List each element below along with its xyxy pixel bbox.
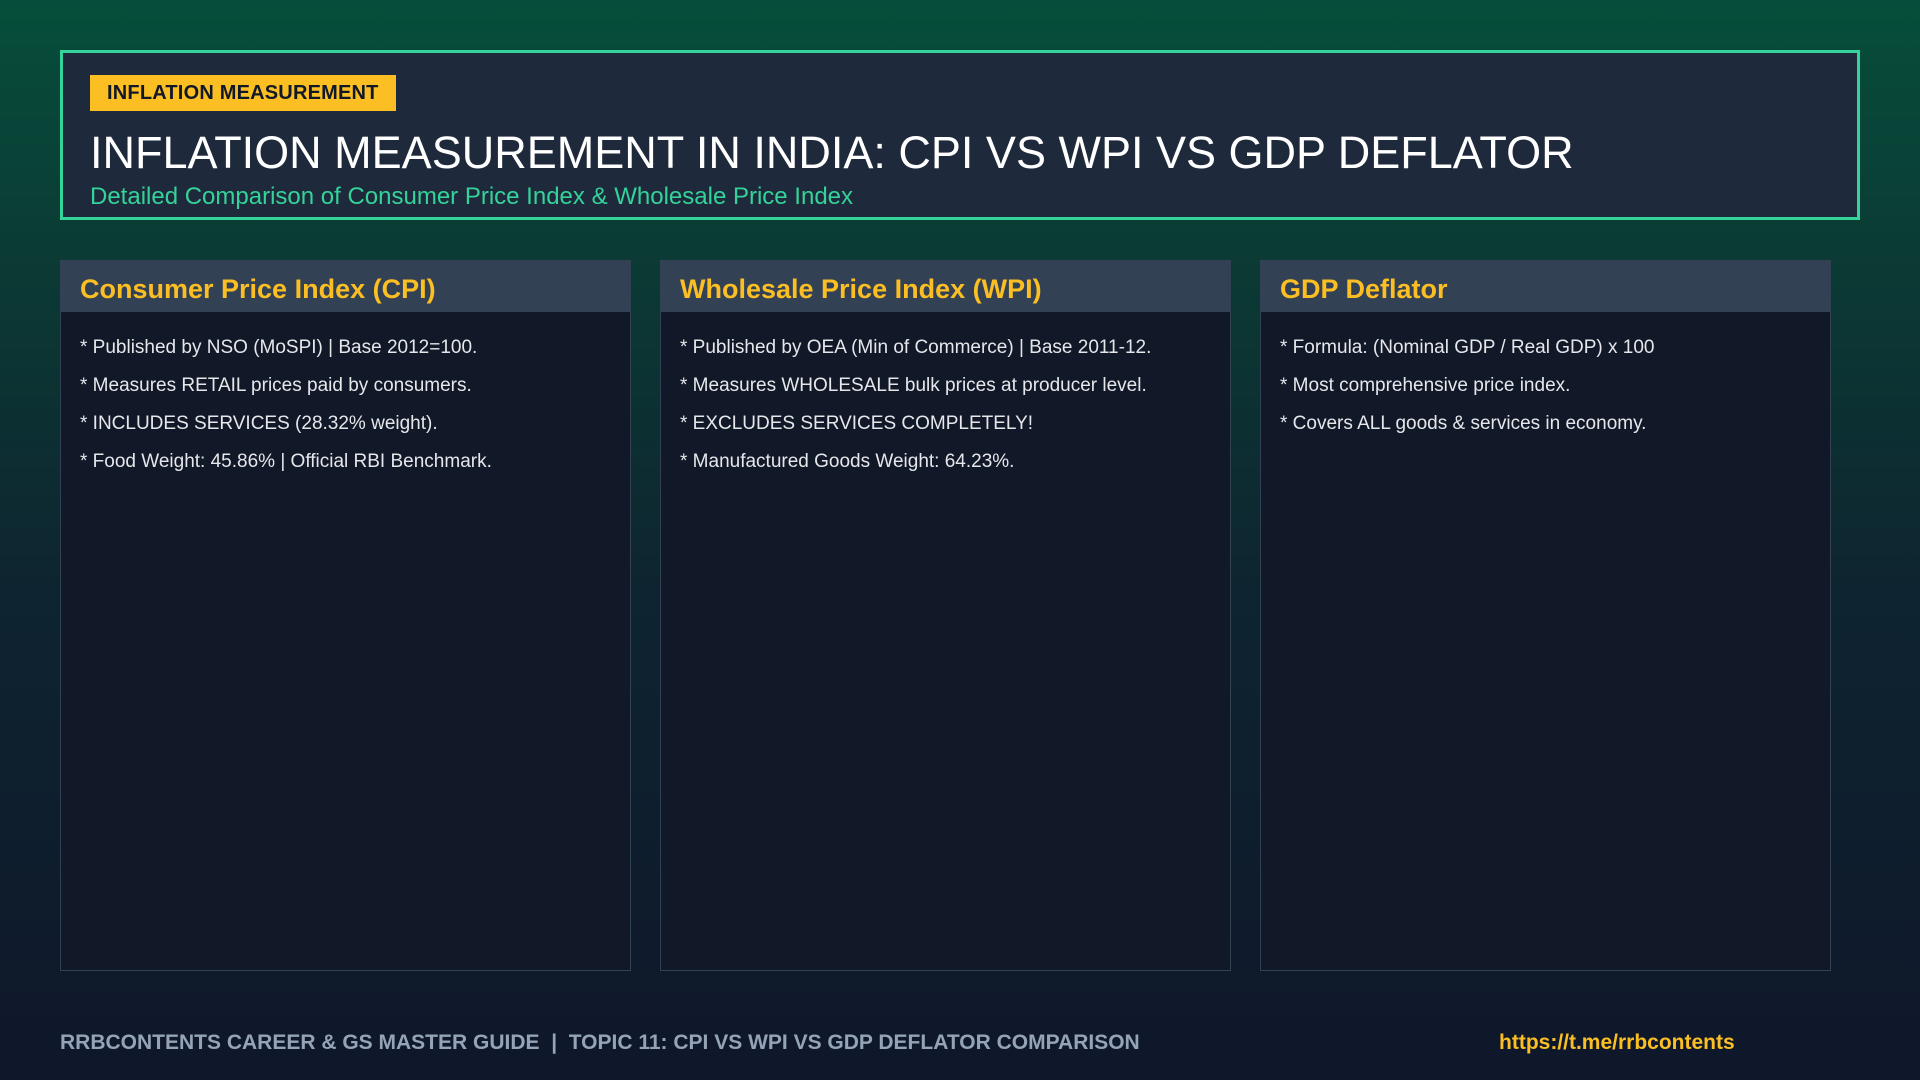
card-points: * Published by NSO (MoSPI) | Base 2012=1… [61,312,630,473]
list-item: * Published by OEA (Min of Commerce) | B… [680,337,1152,358]
topic-tag: INFLATION MEASUREMENT [90,75,396,111]
card-points: * Formula: (Nominal GDP / Real GDP) x 10… [1261,312,1830,435]
list-item: * Covers ALL goods & services in economy… [1280,413,1647,434]
page-title: INFLATION MEASUREMENT IN INDIA: CPI VS W… [90,127,1574,178]
list-item: * Formula: (Nominal GDP / Real GDP) x 10… [1280,337,1655,358]
comparison-cards: Consumer Price Index (CPI) * Published b… [60,260,1860,971]
card-header: GDP Deflator [1261,261,1830,312]
card-points: * Published by OEA (Min of Commerce) | B… [661,312,1230,473]
page-subtitle: Detailed Comparison of Consumer Price In… [90,183,854,210]
card-header: Wholesale Price Index (WPI) [661,261,1230,312]
list-item: * Published by NSO (MoSPI) | Base 2012=1… [80,337,478,358]
card-gdp-deflator: GDP Deflator * Formula: (Nominal GDP / R… [1260,260,1831,971]
card-cpi: Consumer Price Index (CPI) * Published b… [60,260,631,971]
list-item: * Most comprehensive price index. [1280,375,1571,396]
footer-guide-label: RRBCONTENTS CAREER & GS MASTER GUIDE | T… [60,1031,1140,1054]
list-item: * EXCLUDES SERVICES COMPLETELY! [680,413,1034,434]
list-item: * Measures RETAIL prices paid by consume… [80,375,472,396]
footer-link[interactable]: https://t.me/rrbcontents [1499,1031,1735,1054]
list-item: * INCLUDES SERVICES (28.32% weight). [80,413,438,434]
list-item: * Manufactured Goods Weight: 64.23%. [680,451,1015,472]
list-item: * Measures WHOLESALE bulk prices at prod… [680,375,1147,396]
card-title: Wholesale Price Index (WPI) [680,274,1042,304]
header-panel: INFLATION MEASUREMENT INFLATION MEASUREM… [60,50,1860,220]
card-wpi: Wholesale Price Index (WPI) * Published … [660,260,1231,971]
card-title: Consumer Price Index (CPI) [80,274,436,304]
list-item: * Food Weight: 45.86% | Official RBI Ben… [80,451,492,472]
card-header: Consumer Price Index (CPI) [61,261,630,312]
card-title: GDP Deflator [1280,274,1448,304]
